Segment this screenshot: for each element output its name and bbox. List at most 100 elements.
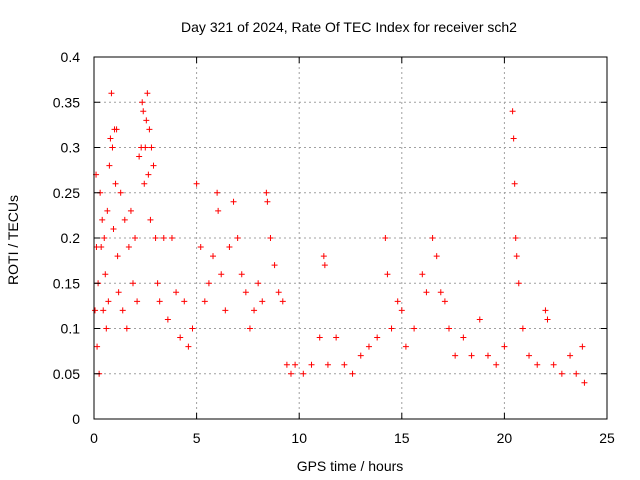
data-point-marker (255, 280, 262, 287)
data-point-marker (567, 352, 574, 359)
data-point-marker (113, 126, 120, 133)
data-point-marker (132, 235, 139, 241)
data-point-marker (152, 235, 159, 241)
data-point-marker (460, 334, 467, 341)
data-point-marker (581, 379, 588, 386)
data-point-marker (121, 216, 128, 223)
data-point-marker (445, 325, 452, 332)
data-point-marker (238, 271, 245, 278)
data-point-marker (437, 289, 444, 296)
data-point-marker (156, 298, 163, 305)
data-point-marker (92, 307, 99, 314)
data-point-marker (106, 162, 113, 169)
y-axis-label: ROTI / TECUs (5, 195, 21, 285)
data-point-marker (142, 144, 149, 151)
data-point-marker (321, 262, 328, 269)
data-point-marker (140, 108, 147, 115)
x-tick-label: 10 (291, 430, 307, 446)
data-point-marker (501, 343, 508, 350)
data-point-marker (214, 189, 221, 196)
data-point-marker (398, 307, 405, 314)
data-point-marker (411, 325, 418, 332)
data-point-marker (127, 207, 134, 214)
data-point-marker (177, 334, 184, 341)
data-point-marker (114, 253, 121, 260)
data-point-marker (94, 343, 101, 350)
data-point-marker (263, 189, 270, 196)
data-point-marker (279, 298, 286, 305)
data-point-marker (264, 198, 271, 205)
y-tick-label: 0.25 (53, 185, 80, 201)
data-point-marker (105, 298, 112, 305)
data-point-marker (119, 307, 126, 314)
data-point-marker (550, 361, 557, 368)
data-point-marker (193, 180, 200, 187)
data-points (92, 90, 588, 386)
data-point-marker (511, 180, 518, 187)
data-point-marker (476, 316, 483, 323)
data-point-marker (189, 325, 196, 332)
data-point-marker (341, 361, 348, 368)
data-point-marker (402, 343, 409, 350)
data-point-marker (110, 225, 117, 232)
data-point-marker (534, 361, 541, 368)
data-point-marker (300, 370, 307, 377)
data-point-marker (103, 325, 110, 332)
data-point-marker (154, 280, 161, 287)
data-point-marker (512, 235, 519, 241)
data-point-marker (181, 298, 188, 305)
data-point-marker (388, 325, 395, 332)
data-point-marker (423, 289, 430, 296)
data-point-marker (333, 334, 340, 341)
y-tick-label: 0.15 (53, 275, 80, 291)
data-point-marker (143, 117, 150, 124)
data-point-marker (324, 361, 331, 368)
data-point-marker (287, 370, 294, 377)
data-point-marker (197, 244, 204, 251)
data-point-marker (123, 325, 130, 332)
data-point-marker (139, 99, 146, 106)
data-point-marker (205, 280, 212, 287)
data-point-marker (150, 162, 157, 169)
data-point-marker (242, 289, 249, 296)
data-point-marker (164, 316, 171, 323)
data-point-marker (185, 343, 192, 350)
data-point-marker (320, 253, 327, 260)
data-point-marker (510, 135, 517, 142)
x-tick-labels: 0 5 10 15 20 25 (90, 430, 615, 446)
data-point-marker (308, 361, 315, 368)
data-point-marker (382, 235, 389, 241)
data-point-marker (493, 361, 500, 368)
data-point-marker (173, 289, 180, 296)
data-point-marker (112, 180, 119, 187)
data-point-marker (230, 198, 237, 205)
data-point-marker (98, 244, 105, 251)
data-point-marker (433, 253, 440, 260)
data-point-marker (222, 307, 229, 314)
data-point-marker (515, 280, 522, 287)
data-point-marker (374, 334, 381, 341)
y-tick-label: 0.35 (53, 94, 80, 110)
data-point-marker (246, 325, 253, 332)
data-point-marker (234, 235, 241, 241)
data-point-marker (271, 262, 278, 269)
x-tick-label: 15 (394, 430, 410, 446)
data-point-marker (160, 235, 167, 241)
data-point-marker (147, 216, 154, 223)
data-point-marker (316, 334, 323, 341)
data-point-marker (259, 298, 266, 305)
data-point-marker (148, 144, 155, 151)
data-point-marker (144, 90, 151, 97)
data-point-marker (109, 144, 116, 151)
x-axis-label: GPS time / hours (297, 458, 404, 474)
data-point-marker (117, 189, 124, 196)
data-point-marker (292, 361, 299, 368)
data-point-marker (210, 253, 217, 260)
data-point-marker (349, 370, 356, 377)
data-point-marker (104, 207, 111, 214)
y-tick-label: 0.4 (61, 49, 81, 65)
data-point-marker (100, 307, 107, 314)
data-point-marker (201, 298, 208, 305)
data-point-marker (129, 280, 136, 287)
x-tick-label: 0 (90, 430, 98, 446)
